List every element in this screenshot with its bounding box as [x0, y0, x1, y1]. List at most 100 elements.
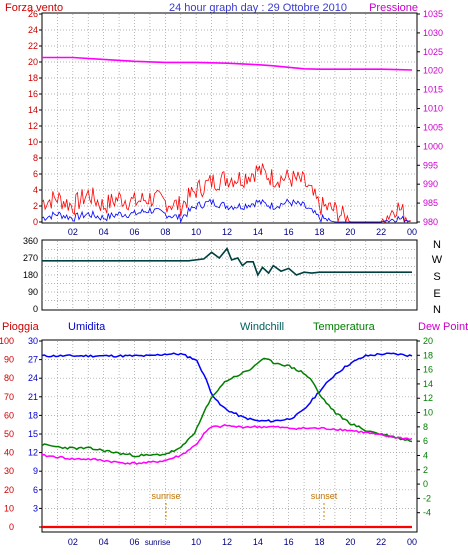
- humidity-inner-tick-label: 30: [28, 336, 38, 346]
- temperature-tick-label: 18: [423, 350, 433, 360]
- direction-tick-label: 0: [33, 304, 38, 314]
- temperature-line: [41, 357, 413, 458]
- climate-panel-grid: [42, 341, 417, 527]
- humidity-tick-label: 40: [4, 448, 14, 458]
- climate-x-tick-label: 20: [345, 537, 355, 547]
- wind-gust-line: [41, 163, 411, 223]
- humidity-tick-label: 10: [4, 503, 14, 513]
- humidity-tick-label: 70: [4, 392, 14, 402]
- sunrise-axis-label: sunrise: [145, 538, 171, 547]
- wind-x-tick-label: 20: [345, 227, 355, 237]
- humidity-inner-tick-label: 15: [28, 429, 38, 439]
- dir-label-n-bottom: N: [433, 304, 441, 316]
- humidity-tick-label: 30: [4, 466, 14, 476]
- climate-x-tick-label: 18: [314, 537, 324, 547]
- pressure-tick-label: 1010: [423, 104, 443, 114]
- temperature-tick-label: 10: [423, 408, 433, 418]
- wind-average-line: [41, 198, 411, 224]
- humidity-inner-tick-label: 3: [33, 503, 38, 513]
- dir-label-e: E: [433, 288, 440, 300]
- pressure-tick-label: 1000: [423, 141, 443, 151]
- climate-panel-x-axis: 02 04 06 10 12 14 16 18 20 22 00 sunrise: [68, 537, 417, 547]
- pressure-tick-label: 1015: [423, 85, 443, 95]
- wind-tick-label: 10: [28, 137, 38, 147]
- wind-panel-x-axis: 02 04 06 08 10 12 14 16 18 20 22 00: [68, 227, 417, 237]
- wind-tick-label: 20: [28, 57, 38, 67]
- chart-title: 24 hour graph day : 29 Ottobre 2010: [169, 2, 347, 14]
- climate-x-tick-label: 06: [129, 537, 139, 547]
- temperature-axis-right: -4 -2 0 2 4 6 8 10 12 14 16 18 20: [417, 336, 433, 518]
- wind-x-tick-label: 08: [160, 227, 170, 237]
- pressure-tick-label: 1035: [423, 9, 443, 19]
- climate-x-tick-label: 22: [376, 537, 386, 547]
- temperature-tick-label: 0: [423, 479, 428, 489]
- humidity-label: Umidita: [68, 321, 106, 333]
- wind-x-tick-label: 04: [99, 227, 109, 237]
- temperature-tick-label: 12: [423, 393, 433, 403]
- wind-force-label: Forza vento: [5, 2, 63, 14]
- wind-x-tick-label: 18: [314, 227, 324, 237]
- direction-line: [42, 247, 412, 277]
- wind-tick-label: 8: [33, 153, 38, 163]
- humidity-inner-tick-label: 18: [28, 410, 38, 420]
- wind-x-tick-label: 06: [129, 227, 139, 237]
- direction-panel-grid: [42, 241, 417, 309]
- wind-tick-label: 22: [28, 41, 38, 51]
- temperature-tick-label: 2: [423, 465, 428, 475]
- humidity-inner-tick-label: 9: [33, 466, 38, 476]
- temperature-tick-label: -4: [423, 508, 431, 518]
- climate-x-tick-label: 12: [222, 537, 232, 547]
- humidity-tick-label: 0: [9, 522, 14, 532]
- wind-x-tick-label: 16: [284, 227, 294, 237]
- humidity-tick-label: 20: [4, 485, 14, 495]
- wind-tick-label: 26: [28, 9, 38, 19]
- climate-x-tick-label: 00: [407, 537, 417, 547]
- humidity-tick-label: 80: [4, 373, 14, 383]
- temperature-tick-label: -2: [423, 493, 431, 503]
- wind-tick-label: 2: [33, 201, 38, 211]
- direction-panel-series: [42, 247, 412, 277]
- wind-tick-label: 4: [33, 185, 38, 195]
- humidity-tick-label: 60: [4, 410, 14, 420]
- pressure-tick-label: 995: [423, 160, 438, 170]
- temperature-tick-label: 14: [423, 379, 433, 389]
- humidity-inner-tick-label: 12: [28, 448, 38, 458]
- wind-tick-label: 12: [28, 121, 38, 131]
- wind-tick-label: 16: [28, 89, 38, 99]
- dir-label-w: W: [432, 254, 443, 266]
- wind-panel-series: [41, 56, 413, 224]
- direction-tick-label: 270: [23, 253, 38, 263]
- direction-axis-left: 0 90 180 270 360: [23, 236, 38, 314]
- wind-tick-label: 0: [33, 217, 38, 227]
- windchill-label: Windchill: [240, 321, 284, 333]
- climate-x-tick-label: 14: [253, 537, 263, 547]
- temperature-tick-label: 8: [423, 422, 428, 432]
- pressure-label: Pressione: [369, 2, 418, 14]
- climate-x-tick-label: 10: [191, 537, 201, 547]
- pressure-line: [42, 56, 413, 71]
- wind-tick-label: 14: [28, 105, 38, 115]
- humidity-line: [41, 352, 413, 423]
- sunrise-label: sunrise: [151, 491, 180, 501]
- climate-x-tick-label: 16: [284, 537, 294, 547]
- pressure-tick-label: 990: [423, 179, 438, 189]
- direction-tick-label: 360: [23, 236, 38, 246]
- temperature-tick-label: 6: [423, 436, 428, 446]
- dewpoint-line: [41, 423, 413, 465]
- wind-x-tick-label: 02: [68, 227, 78, 237]
- pressure-tick-label: 1020: [423, 66, 443, 76]
- direction-tick-label: 180: [23, 270, 38, 280]
- climate-x-tick-label: 04: [99, 537, 109, 547]
- humidity-tick-label: 50: [4, 429, 14, 439]
- temperature-label: Temperatura: [313, 321, 376, 333]
- humidity-tick-label: 100: [0, 336, 14, 346]
- climate-x-tick-label: 02: [68, 537, 78, 547]
- dewpoint-label: Dew Point: [418, 321, 468, 333]
- temperature-tick-label: 4: [423, 450, 428, 460]
- humidity-inner-tick-label: 24: [28, 373, 38, 383]
- wind-tick-label: 6: [33, 169, 38, 179]
- wind-tick-label: 18: [28, 73, 38, 83]
